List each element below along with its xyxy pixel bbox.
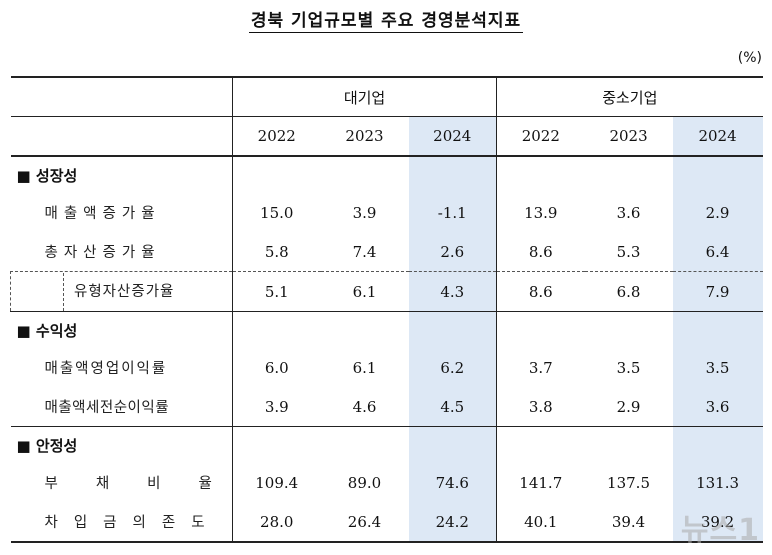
table-cell: 8.6 <box>496 271 585 312</box>
table-cell: 109.4 <box>232 463 321 502</box>
table-cell: 2.6 <box>408 232 497 272</box>
table-row: 매출액영업이익률 6.0 6.1 6.2 3.7 3.5 3.5 <box>11 348 763 387</box>
table-cell: 5.3 <box>616 242 641 261</box>
table-cell: 40.1 <box>496 502 585 543</box>
table-cell: 26.4 <box>320 502 409 543</box>
table-row: 차입금의존도 28.0 26.4 24.2 40.1 39.4 39.2 <box>10 502 763 543</box>
year-header: 2023 <box>584 116 673 157</box>
row-label: 차입금의존도 <box>10 502 233 543</box>
table-cell: -1.1 <box>408 193 497 232</box>
table-cell: 5.8 <box>232 232 321 272</box>
table-cell: 6.2 <box>408 348 497 387</box>
section-label: ■ 안정성 <box>10 426 233 463</box>
table-cell: 137.5 <box>607 473 650 492</box>
table-cell: 3.7 <box>496 348 585 387</box>
table-cell: 4.3 <box>408 271 497 312</box>
table-cell: 131.3 <box>672 463 763 502</box>
table-cell: 28.0 <box>232 502 321 543</box>
table-cell: 89.0 <box>347 473 382 492</box>
table-cell: 3.6 <box>616 203 641 222</box>
year-header: 2024 <box>672 116 763 157</box>
row-label: 부채비율 <box>44 476 250 492</box>
table-cell: 141.7 <box>496 463 585 502</box>
header-group-row: 대기업 중소기업 <box>10 76 763 117</box>
row-label: 매출액세전순이익률 <box>44 400 170 416</box>
table-cell: 39.2 <box>672 502 763 543</box>
table-cell: 15.0 <box>232 193 321 232</box>
table-cell: 3.5 <box>616 358 641 377</box>
table-cell: 39.4 <box>584 502 673 543</box>
table-cell: 3.9 <box>232 387 321 427</box>
indicator-table: 대기업 중소기업 2022 2023 2024 2022 2023 2024 ■… <box>10 76 763 543</box>
group-header-large: 대기업 <box>231 76 497 117</box>
table-cell: 3.8 <box>496 387 585 427</box>
watermark-logo: 뉴스1 <box>680 513 760 548</box>
table-cell: 6.1 <box>352 358 377 377</box>
table-cell: 24.2 <box>408 502 497 543</box>
section-row-profitability: ■ 수익성 <box>10 311 763 348</box>
table-cell: 3.6 <box>672 387 763 427</box>
table-cell: 2.9 <box>672 193 763 232</box>
table-cell: 4.6 <box>352 397 377 416</box>
section-label: ■ 성장성 <box>16 166 78 185</box>
year-header: 2022 <box>496 116 585 157</box>
table-cell: 74.6 <box>408 463 497 502</box>
section-row-growth: ■ 성장성 <box>11 156 763 193</box>
table-row: 매출액세전순이익률 3.9 4.6 4.5 3.8 2.9 3.6 <box>11 387 763 427</box>
table-row: 총자산증가율 5.8 7.4 2.6 8.6 5.3 6.4 <box>11 232 763 272</box>
table-cell: 6.4 <box>672 232 763 272</box>
year-header: 2024 <box>408 116 497 157</box>
table-cell: 6.0 <box>232 348 321 387</box>
table-cell: 3.9 <box>352 203 377 222</box>
table-title: 경북 기업규모별 주요 경영분석지표 <box>248 11 524 33</box>
table-cell: 5.1 <box>232 271 321 312</box>
table-cell: 8.6 <box>496 232 585 272</box>
table-cell: 4.5 <box>408 387 497 427</box>
table-row: 매출액증가율 15.0 3.9 -1.1 13.9 3.6 2.9 <box>11 193 763 232</box>
year-header: 2023 <box>320 116 409 157</box>
table-cell: 7.9 <box>672 271 763 312</box>
table-row: 부채비율 109.4 89.0 74.6 141.7 137.5 131.3 <box>11 463 763 502</box>
table-cell: 7.4 <box>352 242 377 261</box>
table-cell: 6.1 <box>320 271 409 312</box>
row-label: 총자산증가율 <box>44 245 161 261</box>
row-label: 매출액영업이익률 <box>44 361 168 377</box>
section-row-stability: ■ 안정성 <box>10 426 763 463</box>
row-label: 매출액증가율 <box>44 206 161 222</box>
row-label: 유형자산증가율 <box>10 271 233 312</box>
section-label: ■ 수익성 <box>10 311 233 348</box>
group-header-sme: 중소기업 <box>496 76 763 117</box>
header-year-row: 2022 2023 2024 2022 2023 2024 <box>10 116 763 157</box>
table-cell: 6.8 <box>584 271 673 312</box>
year-header: 2022 <box>232 116 321 157</box>
table-cell: 13.9 <box>496 193 585 232</box>
unit-label: (%) <box>737 50 762 66</box>
table-row-sub: 유형자산증가율 5.1 6.1 4.3 8.6 6.8 7.9 <box>10 271 763 312</box>
table-cell: 2.9 <box>616 397 641 416</box>
table-cell: 3.5 <box>672 348 763 387</box>
